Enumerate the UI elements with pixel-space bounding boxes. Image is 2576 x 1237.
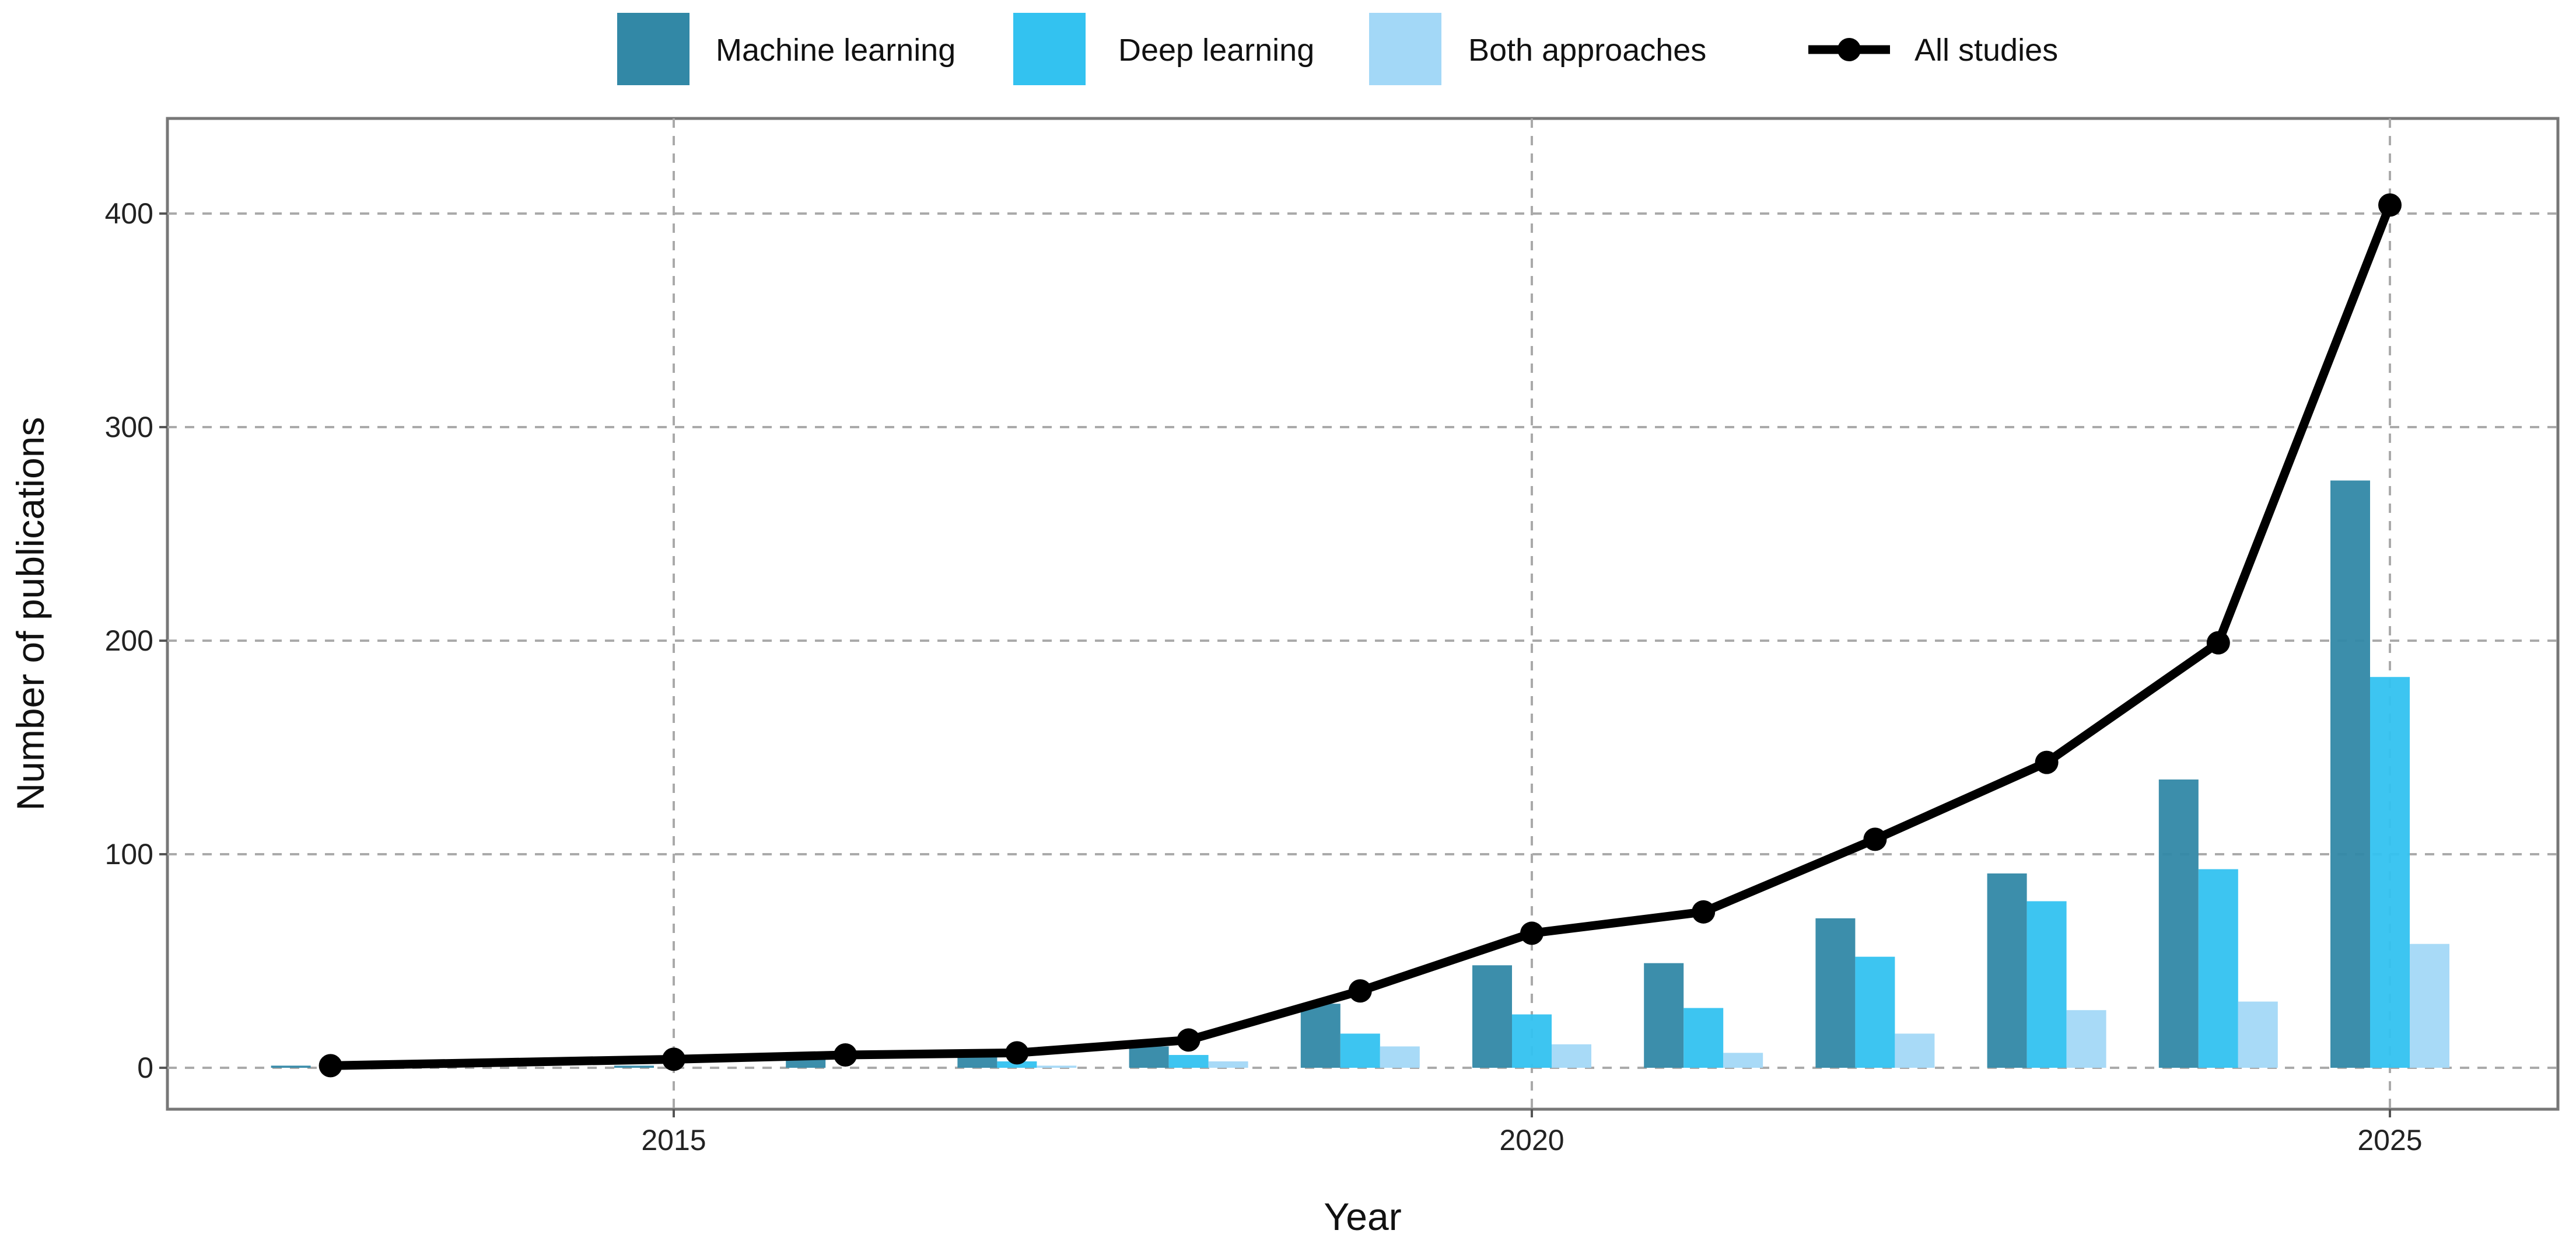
legend-label: All studies — [1915, 33, 2058, 68]
bar-deep-learning — [1684, 1008, 1724, 1068]
bar-machine-learning — [1815, 918, 1856, 1068]
y-tick-label: 200 — [105, 624, 153, 657]
point-all-studies — [1692, 900, 1716, 924]
legend: Machine learning Deep learning Both approa… — [617, 13, 2058, 85]
bar-machine-learning — [2330, 480, 2370, 1068]
point-all-studies — [1520, 921, 1544, 945]
bar-both-approaches — [1723, 1053, 1763, 1068]
bar-machine-learning — [614, 1065, 654, 1068]
bar-deep-learning — [1855, 956, 1895, 1068]
x-tick-label: 2025 — [2357, 1124, 2422, 1156]
point-all-studies — [2206, 631, 2230, 655]
bar-both-approaches — [2066, 1010, 2106, 1068]
legend-key-0 — [617, 13, 690, 85]
bar-machine-learning — [271, 1065, 311, 1068]
bar-both-approaches — [1208, 1061, 1248, 1068]
bar-deep-learning — [1340, 1033, 1380, 1068]
bar-deep-learning — [2198, 869, 2238, 1068]
legend-key-point — [1838, 38, 1861, 61]
bar-both-approaches — [1380, 1046, 1420, 1068]
point-all-studies — [1005, 1041, 1029, 1065]
line-series — [318, 193, 2402, 1078]
bar-machine-learning — [2158, 779, 2199, 1068]
bar-deep-learning — [1168, 1055, 1209, 1068]
y-tick-label: 400 — [105, 197, 153, 230]
y-tick-label: 0 — [137, 1051, 153, 1084]
point-all-studies — [1348, 979, 1372, 1003]
bar-deep-learning — [2370, 677, 2410, 1068]
ticks: 0 100 200 300 400 2015 2020 2025 — [105, 197, 2423, 1156]
y-tick-label: 100 — [105, 838, 153, 871]
bar-both-approaches — [1895, 1033, 1935, 1068]
legend-label: Machine learning — [716, 33, 956, 68]
bars — [271, 480, 2449, 1068]
x-axis-title: Year — [1324, 1195, 1401, 1237]
bar-deep-learning — [2027, 901, 2067, 1068]
bar-both-approaches — [2410, 944, 2449, 1068]
bar-machine-learning — [1300, 1004, 1340, 1068]
point-all-studies — [834, 1043, 858, 1067]
bar-machine-learning — [957, 1057, 998, 1068]
x-tick-label: 2015 — [641, 1124, 706, 1156]
bar-deep-learning — [997, 1061, 1037, 1068]
bar-machine-learning — [1129, 1046, 1169, 1068]
point-all-studies — [2378, 193, 2402, 217]
bar-deep-learning — [1512, 1014, 1552, 1068]
point-all-studies — [662, 1047, 685, 1071]
bar-both-approaches — [1552, 1044, 1591, 1068]
y-axis-title: Number of publications — [9, 417, 52, 810]
point-all-studies — [1863, 827, 1887, 851]
bar-machine-learning — [1644, 963, 1684, 1068]
x-tick-label: 2020 — [1499, 1124, 1564, 1156]
legend-key-2 — [1369, 13, 1441, 85]
line-all-studies — [330, 203, 2394, 1070]
bar-both-approaches — [1037, 1065, 1077, 1068]
legend-label: Deep learning — [1118, 33, 1314, 68]
bar-both-approaches — [2238, 1001, 2278, 1068]
bar-machine-learning — [786, 1059, 826, 1068]
point-all-studies — [318, 1054, 342, 1078]
legend-label: Both approaches — [1468, 33, 1706, 68]
point-all-studies — [1177, 1028, 1200, 1052]
y-tick-label: 300 — [105, 411, 153, 443]
legend-key-1 — [1013, 13, 1086, 85]
bar-machine-learning — [1472, 965, 1512, 1068]
bar-machine-learning — [1987, 873, 2027, 1068]
point-all-studies — [2035, 750, 2059, 774]
